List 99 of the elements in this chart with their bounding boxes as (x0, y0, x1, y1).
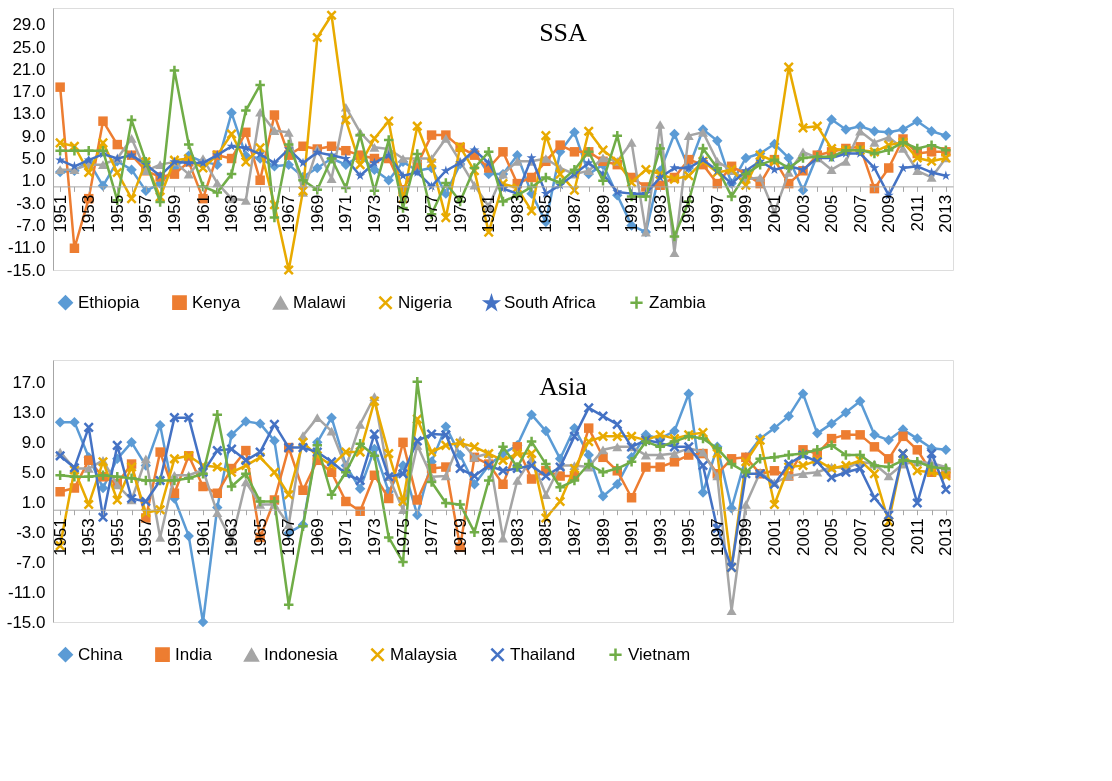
x-tick-label: 1969 (307, 194, 327, 233)
x-tick-label: 2007 (850, 518, 870, 557)
y-tick-label: 1.0 (21, 492, 46, 512)
y-tick-label: 9.0 (21, 126, 46, 146)
x-tick-label: 1981 (479, 194, 499, 233)
x-tick-label: 1969 (307, 518, 327, 557)
legend-label: South Africa (504, 293, 597, 313)
x-tick-label: 1955 (107, 194, 127, 233)
x-tick-label: 1963 (222, 194, 242, 233)
x-tick-label: 1965 (250, 194, 270, 233)
legend-label: Nigeria (398, 292, 453, 312)
legend-label: Zambia (649, 292, 707, 312)
x-tick-label: 2011 (907, 518, 927, 555)
x-tick-label: 2005 (822, 518, 842, 557)
x-tick-label: 1963 (222, 518, 242, 557)
x-tick-label: 1961 (193, 518, 213, 557)
x-tick-label: 1993 (650, 518, 670, 557)
x-tick-label: 1983 (507, 194, 527, 233)
x-tick-label: 1959 (164, 194, 184, 233)
y-tick-label: 13.0 (12, 402, 46, 422)
x-tick-label: 1971 (336, 194, 356, 233)
x-tick-label: 1951 (50, 194, 70, 233)
x-tick-label: 1987 (564, 518, 584, 557)
legend-label: Ethiopia (78, 292, 140, 312)
x-tick-label: 1979 (450, 518, 470, 557)
y-tick-label: 1.0 (21, 171, 46, 191)
legend-label: Vietnam (628, 644, 691, 664)
x-tick-label: 2001 (764, 194, 784, 233)
x-tick-label: 1983 (507, 518, 527, 557)
y-tick-label: -3.0 (16, 522, 46, 542)
x-tick-label: 2013 (936, 518, 956, 557)
x-tick-label: 2009 (879, 194, 899, 233)
x-tick-label: 2003 (793, 518, 813, 557)
x-tick-label: 1999 (736, 194, 756, 233)
legend-label: Malaysia (390, 644, 458, 664)
x-tick-label: 1995 (679, 194, 699, 233)
x-tick-label: 1991 (622, 194, 642, 233)
legend-label: Thailand (510, 644, 576, 664)
legend-label: Indonesia (264, 645, 339, 665)
y-tick-label: 5.0 (21, 149, 46, 169)
x-tick-label: 1955 (107, 518, 127, 557)
x-tick-label: 1997 (707, 518, 727, 557)
x-tick-label: 1975 (393, 518, 413, 557)
y-tick-label: 9.0 (21, 432, 46, 452)
legend-label: China (78, 644, 123, 664)
x-tick-label: 1967 (279, 194, 299, 233)
x-tick-label: 1985 (536, 194, 556, 233)
x-tick-label: 1989 (593, 194, 613, 233)
x-tick-label: 1977 (422, 194, 442, 233)
y-tick-label: 17.0 (12, 82, 46, 102)
y-tick-label: -15.0 (6, 260, 46, 280)
x-tick-label: 2011 (907, 194, 927, 232)
x-tick-label: 1995 (679, 518, 699, 557)
y-tick-label: -7.0 (16, 552, 46, 572)
x-tick-label: 2003 (793, 194, 813, 233)
x-tick-label: 1967 (279, 518, 299, 557)
y-tick-label: 21.0 (12, 59, 46, 79)
x-tick-label: 1953 (79, 518, 99, 557)
y-tick-label: 17.0 (12, 372, 46, 392)
y-tick-label: -3.0 (16, 193, 46, 213)
legend-label: Malawi (293, 293, 346, 313)
x-tick-label: 2007 (850, 194, 870, 233)
x-tick-label: 1973 (364, 518, 384, 557)
x-tick-label: 1953 (79, 194, 99, 233)
x-tick-label: 2005 (822, 194, 842, 233)
x-tick-label: 1989 (593, 518, 613, 557)
x-tick-label: 2001 (764, 518, 784, 557)
y-tick-label: 29.0 (12, 15, 46, 35)
chart-title: Asia (539, 372, 588, 401)
legend-label: Kenya (192, 292, 241, 312)
x-tick-label: 1993 (650, 194, 670, 233)
y-tick-label: 25.0 (12, 37, 46, 57)
x-tick-label: 1981 (479, 518, 499, 557)
x-tick-label: 1991 (622, 518, 642, 557)
x-tick-label: 1985 (536, 518, 556, 557)
x-tick-label: 1957 (136, 518, 156, 557)
y-tick-label: 13.0 (12, 104, 46, 124)
x-tick-label: 1965 (250, 518, 270, 557)
x-tick-label: 1957 (136, 194, 156, 233)
x-tick-label: 1999 (736, 518, 756, 557)
x-tick-label: 1959 (164, 518, 184, 557)
y-tick-label: 5.0 (21, 462, 46, 482)
x-tick-label: 1975 (393, 194, 413, 233)
y-tick-label: -7.0 (16, 215, 46, 235)
x-tick-label: 1971 (336, 518, 356, 557)
x-tick-label: 1951 (50, 518, 70, 557)
legend-label: India (175, 644, 213, 664)
y-tick-label: -15.0 (6, 612, 46, 632)
x-tick-label: 2013 (936, 194, 956, 233)
y-tick-label: -11.0 (8, 238, 46, 258)
chart-title: SSA (539, 18, 588, 48)
y-tick-label: -11.0 (8, 582, 46, 602)
x-tick-label: 1997 (707, 194, 727, 233)
x-tick-label: 2009 (879, 518, 899, 557)
x-tick-label: 1961 (193, 194, 213, 233)
x-tick-label: 1979 (450, 194, 470, 233)
x-tick-label: 1987 (564, 194, 584, 233)
x-tick-label: 1973 (364, 194, 384, 233)
x-tick-label: 1977 (422, 518, 442, 557)
